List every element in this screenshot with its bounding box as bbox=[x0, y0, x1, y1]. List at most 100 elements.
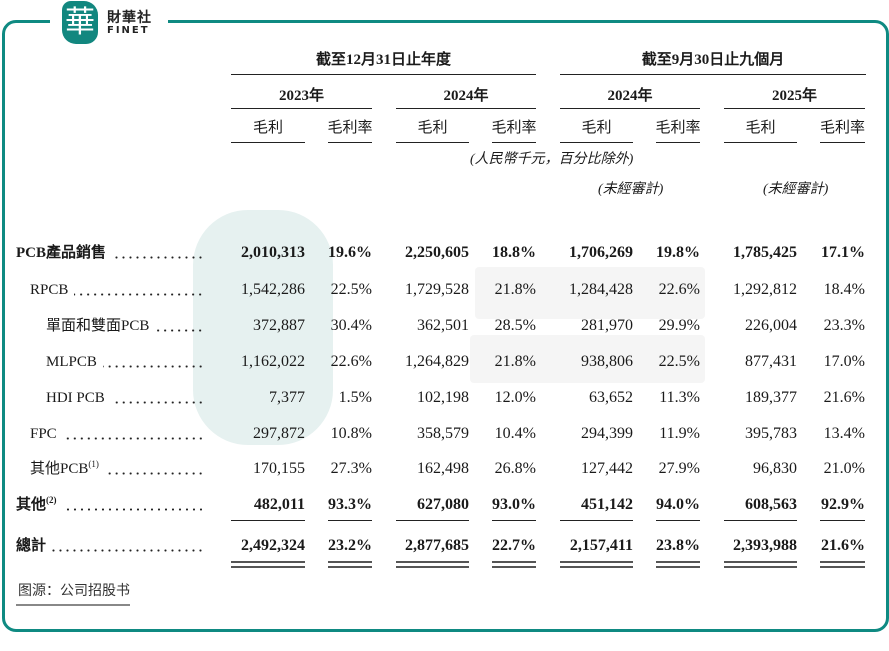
total-double-underline bbox=[396, 561, 469, 563]
leader-dots bbox=[62, 508, 204, 511]
gross-profit-cell: 96,830 bbox=[753, 460, 797, 477]
subtotal-underline bbox=[492, 520, 536, 521]
gross-profit-cell: 627,080 bbox=[417, 496, 469, 513]
gross-profit-cell: 297,872 bbox=[253, 425, 305, 442]
row-label-text: 單面和雙面PCB bbox=[46, 316, 149, 336]
row-label-value: 總計 bbox=[16, 538, 47, 554]
total-double-underline bbox=[396, 566, 469, 568]
gross-margin-cell: 17.0% bbox=[823, 353, 865, 370]
gross-margin-cell: 26.8% bbox=[494, 460, 536, 477]
table-row: 總計 2,492,324 23.2% 2,877,685 22.7% 2,157,411… bbox=[0, 536, 889, 556]
total-double-underline bbox=[656, 561, 700, 563]
year-header: 2024年 bbox=[443, 88, 489, 104]
leader-dots bbox=[102, 365, 204, 368]
table-row: HDI PCB 7,377 1.5% 102,198 12.0% 63,652 11.3%… bbox=[0, 388, 889, 408]
brand-name-en: FINET bbox=[107, 25, 150, 36]
leader-dots bbox=[112, 256, 204, 259]
gross-profit-cell: 358,579 bbox=[417, 425, 469, 442]
gross-margin-cell: 12.0% bbox=[494, 389, 536, 406]
row-label-text: MLPCB bbox=[46, 352, 97, 372]
subtotal-underline bbox=[396, 520, 469, 521]
footnote-ref: (1) bbox=[88, 459, 99, 469]
row-label-value: HDI PCB bbox=[46, 390, 105, 406]
table-row: 單面和雙面PCB 372,887 30.4% 362,501 28.5% 281,970… bbox=[0, 316, 889, 336]
unaudited-note: (未經審計) bbox=[598, 182, 664, 197]
table-row: MLPCB 1,162,022 22.6% 1,264,829 21.8% 938,80… bbox=[0, 352, 889, 372]
divider bbox=[492, 142, 536, 143]
year-header: 2025年 bbox=[771, 88, 817, 104]
gross-profit-cell: 2,393,988 bbox=[733, 537, 797, 554]
gross-margin-cell: 10.4% bbox=[494, 425, 536, 442]
gross-margin-cell: 21.6% bbox=[821, 537, 865, 554]
row-label: 其他(2) bbox=[16, 495, 204, 515]
row-label-value: PCB產品銷售 bbox=[16, 245, 107, 261]
gross-margin-cell: 17.1% bbox=[821, 244, 865, 261]
gross-profit-cell: 372,887 bbox=[253, 317, 305, 334]
unaudited-note: (未經審計) bbox=[763, 182, 829, 197]
total-double-underline bbox=[328, 561, 372, 563]
leader-dots bbox=[104, 472, 204, 475]
total-double-underline bbox=[231, 566, 305, 568]
total-double-underline bbox=[492, 561, 536, 563]
gross-margin-cell: 94.0% bbox=[656, 496, 700, 513]
table-row: FPC 297,872 10.8% 358,579 10.4% 294,399 11.9%… bbox=[0, 424, 889, 444]
total-double-underline bbox=[820, 561, 865, 563]
gross-margin-cell: 18.8% bbox=[492, 244, 536, 261]
divider bbox=[560, 74, 866, 75]
source-caption: 图源：公司招股书 bbox=[18, 583, 130, 599]
column-header: 毛利率 bbox=[491, 120, 537, 136]
row-label-text: 其他PCB(1) bbox=[30, 459, 99, 479]
total-double-underline bbox=[560, 561, 633, 563]
row-label-text: 其他(2) bbox=[16, 495, 57, 515]
leader-dots bbox=[62, 437, 204, 440]
gross-profit-cell: 608,563 bbox=[745, 496, 797, 513]
gross-profit-cell: 2,877,685 bbox=[405, 537, 469, 554]
divider bbox=[328, 142, 372, 143]
gross-profit-cell: 1,542,286 bbox=[241, 281, 305, 298]
total-double-underline bbox=[231, 561, 305, 563]
brand-name: 財華社 FINET bbox=[107, 11, 152, 36]
gross-margin-cell: 11.9% bbox=[659, 425, 700, 442]
row-label-text: FPC bbox=[30, 424, 57, 444]
leader-dots bbox=[74, 293, 204, 296]
gross-margin-cell: 11.3% bbox=[659, 389, 700, 406]
gross-profit-cell: 102,198 bbox=[417, 389, 469, 406]
divider bbox=[656, 142, 700, 143]
total-double-underline bbox=[560, 566, 633, 568]
gross-margin-cell: 21.8% bbox=[494, 353, 536, 370]
gross-profit-cell: 1,284,428 bbox=[569, 281, 633, 298]
row-label-text: 總計 bbox=[16, 536, 46, 556]
gross-profit-cell: 395,783 bbox=[745, 425, 797, 442]
total-double-underline bbox=[820, 566, 865, 568]
leader-dots bbox=[52, 549, 204, 552]
gross-profit-cell: 170,155 bbox=[253, 460, 305, 477]
row-label: 單面和雙面PCB bbox=[46, 316, 204, 336]
gross-margin-cell: 29.9% bbox=[658, 317, 700, 334]
gross-margin-cell: 1.5% bbox=[338, 389, 372, 406]
row-label: FPC bbox=[30, 424, 204, 444]
row-label-text: HDI PCB bbox=[46, 388, 105, 408]
total-double-underline bbox=[328, 566, 372, 568]
divider bbox=[396, 142, 469, 143]
finet-logo: 華 bbox=[62, 1, 98, 44]
column-header: 毛利率 bbox=[655, 120, 701, 136]
row-label-value: 其他 bbox=[16, 497, 47, 513]
gross-profit-cell: 127,442 bbox=[581, 460, 633, 477]
gross-profit-cell: 938,806 bbox=[581, 353, 633, 370]
frame-border bbox=[2, 20, 889, 632]
divider bbox=[231, 142, 305, 143]
total-double-underline bbox=[724, 561, 797, 563]
row-label: PCB產品銷售 bbox=[16, 243, 204, 263]
gross-margin-cell: 22.5% bbox=[658, 353, 700, 370]
divider bbox=[560, 108, 700, 109]
gross-margin-cell: 93.3% bbox=[328, 496, 372, 513]
divider bbox=[820, 142, 865, 143]
gross-profit-cell: 1,264,829 bbox=[405, 353, 469, 370]
column-header: 毛利 bbox=[417, 120, 448, 136]
year-header: 2024年 bbox=[607, 88, 653, 104]
gross-profit-cell: 1,292,812 bbox=[733, 281, 797, 298]
gross-profit-cell: 63,652 bbox=[589, 389, 633, 406]
gross-margin-cell: 19.8% bbox=[656, 244, 700, 261]
subtotal-underline bbox=[656, 520, 700, 521]
row-label: 其他PCB(1) bbox=[30, 459, 204, 479]
